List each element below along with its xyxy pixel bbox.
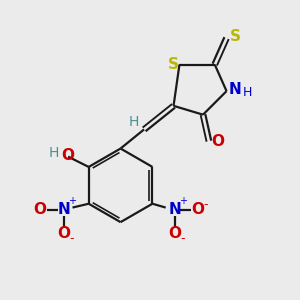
Text: O: O <box>34 202 46 217</box>
Text: H: H <box>48 146 59 160</box>
Text: O: O <box>61 148 75 163</box>
Text: S: S <box>167 56 178 71</box>
Text: O: O <box>211 134 224 149</box>
Text: N: N <box>57 202 70 217</box>
Text: -: - <box>70 232 74 245</box>
Text: -: - <box>181 232 185 245</box>
Text: S: S <box>230 29 241 44</box>
Text: +: + <box>68 196 76 206</box>
Text: +: + <box>179 196 187 206</box>
Text: -: - <box>204 198 208 211</box>
Text: N: N <box>228 82 241 97</box>
Text: O: O <box>57 226 70 241</box>
Text: H: H <box>129 115 139 129</box>
Text: O: O <box>192 202 205 217</box>
Text: N: N <box>168 202 181 217</box>
Text: H: H <box>243 86 252 99</box>
Text: O: O <box>168 226 181 241</box>
